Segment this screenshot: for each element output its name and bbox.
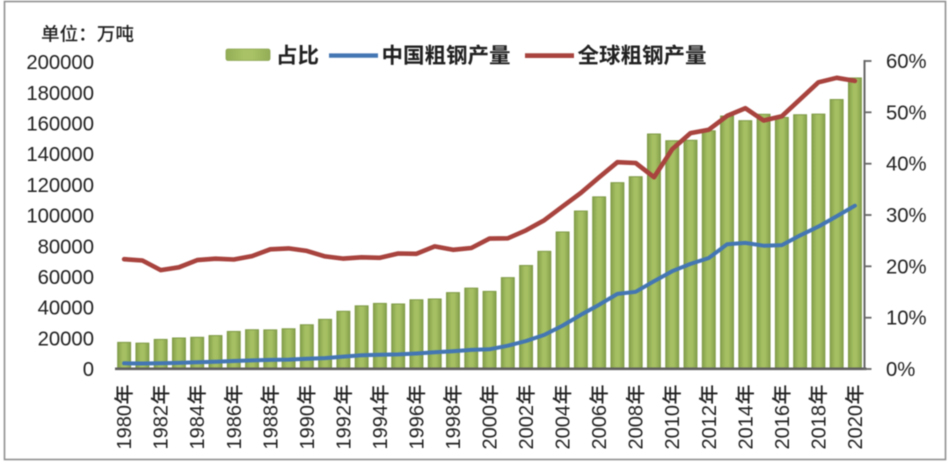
svg-text:1986: 1986 xyxy=(224,405,246,450)
svg-text:2002: 2002 xyxy=(516,405,538,450)
svg-text:1992: 1992 xyxy=(333,405,355,450)
svg-text:40000: 40000 xyxy=(38,298,94,320)
svg-text:2014: 2014 xyxy=(735,405,757,450)
svg-text:60%: 60% xyxy=(886,51,927,73)
svg-text:140000: 140000 xyxy=(26,144,94,166)
svg-text:1996: 1996 xyxy=(407,405,429,450)
svg-text:60000: 60000 xyxy=(38,267,94,289)
svg-text:2006: 2006 xyxy=(589,405,611,450)
svg-text:2004: 2004 xyxy=(553,405,575,450)
svg-text:1994: 1994 xyxy=(370,405,392,450)
svg-text:200000: 200000 xyxy=(26,52,94,74)
svg-text:2010: 2010 xyxy=(662,405,684,450)
svg-text:1984: 1984 xyxy=(187,405,209,450)
svg-text:50%: 50% xyxy=(886,102,927,124)
svg-text:100000: 100000 xyxy=(26,206,94,228)
svg-text:2016: 2016 xyxy=(772,405,794,450)
svg-text:2000: 2000 xyxy=(480,405,502,450)
svg-text:20%: 20% xyxy=(886,256,927,278)
svg-text:1998: 1998 xyxy=(443,405,465,450)
svg-text:2020: 2020 xyxy=(845,405,867,450)
svg-text:0%: 0% xyxy=(886,359,915,381)
svg-text:180000: 180000 xyxy=(26,83,94,105)
svg-text:2012: 2012 xyxy=(699,405,721,450)
svg-text:80000: 80000 xyxy=(38,236,94,258)
svg-text:120000: 120000 xyxy=(26,175,94,197)
svg-text:2008: 2008 xyxy=(626,405,648,450)
svg-text:40%: 40% xyxy=(886,154,927,176)
svg-text:0: 0 xyxy=(83,359,94,381)
svg-text:2018: 2018 xyxy=(808,405,830,450)
svg-text:10%: 10% xyxy=(886,308,927,330)
svg-text:1982: 1982 xyxy=(151,405,173,450)
svg-text:1980: 1980 xyxy=(114,405,136,450)
svg-text:1990: 1990 xyxy=(297,405,319,450)
svg-text:160000: 160000 xyxy=(26,114,94,136)
svg-text:1988: 1988 xyxy=(260,405,282,450)
svg-text:30%: 30% xyxy=(886,205,927,227)
svg-text:20000: 20000 xyxy=(38,328,94,350)
